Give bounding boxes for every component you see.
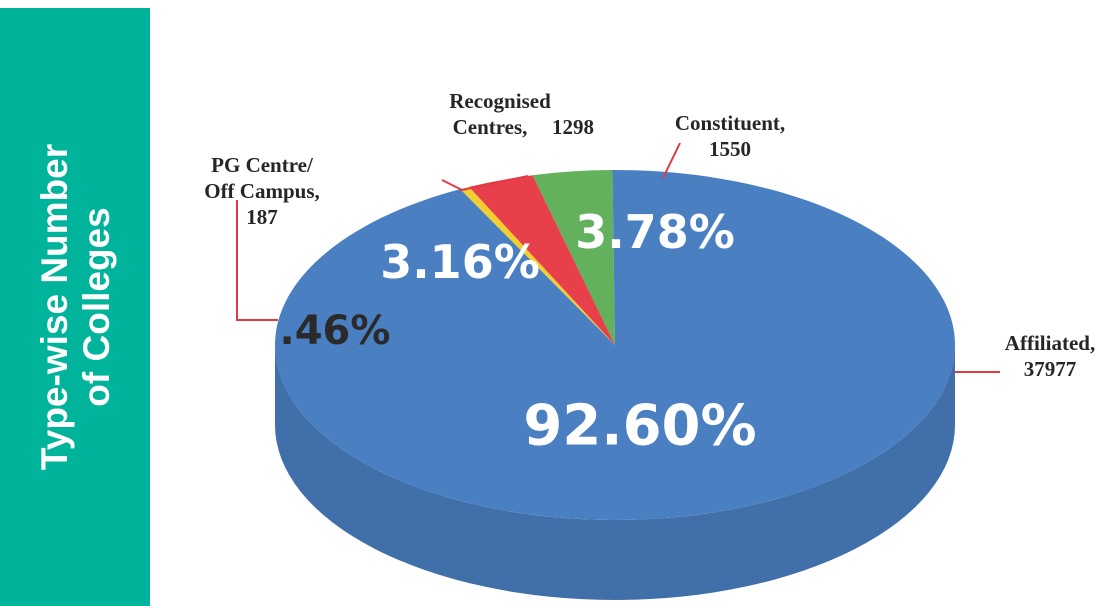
pie-slice bbox=[274, 170, 955, 521]
category-label: PG Centre/Off Campus, bbox=[204, 153, 320, 203]
pie-slice bbox=[532, 170, 615, 345]
pie-slice bbox=[469, 175, 615, 345]
value-label: 92.60% bbox=[523, 394, 756, 459]
category-label: Recognised Centres, bbox=[449, 89, 551, 139]
leader-line bbox=[236, 200, 278, 321]
category-label: Affiliated, bbox=[1005, 331, 1095, 355]
count-label: 37977 bbox=[1024, 357, 1077, 381]
count-label: 1298 bbox=[552, 115, 594, 139]
value-label: 3.16% bbox=[380, 235, 540, 289]
chart-title: Type-wise Numberof Colleges bbox=[34, 144, 117, 470]
title-panel bbox=[0, 8, 150, 606]
count-label: 187 bbox=[246, 205, 278, 229]
leader-line bbox=[441, 175, 529, 192]
category-label: Constituent, bbox=[675, 111, 785, 135]
leader-line bbox=[662, 142, 681, 179]
value-label: 3.78% bbox=[575, 205, 735, 259]
value-label: .46% bbox=[280, 308, 391, 354]
count-label: 1550 bbox=[709, 137, 751, 161]
pie-slice bbox=[460, 186, 615, 345]
pie-side bbox=[275, 345, 955, 600]
